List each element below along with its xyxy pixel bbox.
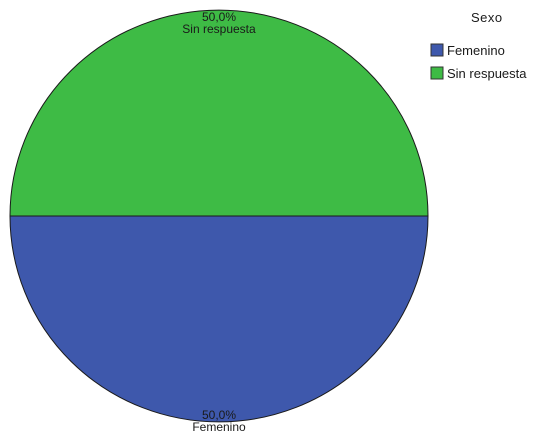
slice-category-label-sin-respuesta: Sin respuesta <box>182 22 256 36</box>
legend-label-sin-respuesta: Sin respuesta <box>447 66 527 81</box>
legend-swatch-femenino <box>430 43 444 57</box>
legend: Sexo Femenino Sin respuesta <box>430 10 527 81</box>
slice-category-label-femenino: Femenino <box>192 420 246 434</box>
pie-slice-sin-respuesta <box>9 9 429 217</box>
slice-value-label-femenino: 50,0% <box>202 408 236 422</box>
slice-value-label-sin-respuesta: 50,0% <box>202 10 236 24</box>
legend-label-femenino: Femenino <box>447 43 505 58</box>
pie-slice-femenino <box>9 215 429 423</box>
legend-title: Sexo <box>471 10 503 25</box>
pie-slices <box>9 9 429 423</box>
legend-swatch-sin-respuesta <box>430 66 444 80</box>
